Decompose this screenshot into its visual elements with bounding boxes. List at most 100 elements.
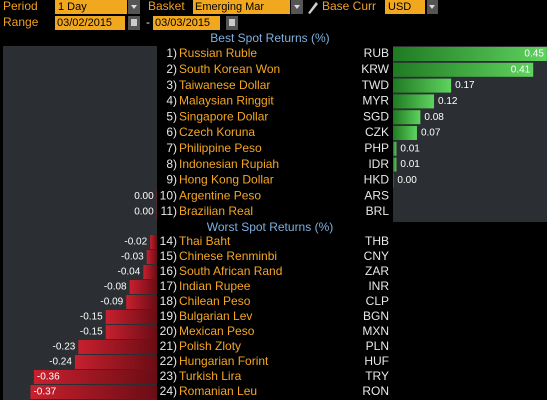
currency-name: Chinese Renminbi — [179, 249, 277, 263]
value-label: -0.08 — [104, 282, 127, 293]
currency-code: THB — [365, 234, 389, 248]
range-separator: - — [146, 15, 150, 29]
currency-name: South African Rand — [179, 264, 282, 278]
currency-code: IDR — [368, 157, 389, 171]
basket-label: Basket — [148, 0, 185, 13]
currency-code: HKD — [364, 173, 390, 187]
value-label: -0.04 — [118, 267, 141, 278]
currency-code: RUB — [364, 46, 389, 60]
value-label: -0.02 — [124, 237, 147, 248]
range-start[interactable]: 03/02/2015 — [57, 17, 112, 29]
value-label: 0.45 — [524, 49, 544, 60]
rank: 15) — [160, 249, 177, 263]
bar — [143, 265, 157, 279]
currency-name: Romanian Leu — [179, 384, 257, 398]
bar — [105, 325, 157, 339]
currency-name: Polish Zloty — [179, 339, 241, 353]
rank: 20) — [160, 324, 177, 338]
range-end-input[interactable] — [153, 16, 220, 30]
rank: 4) — [166, 94, 177, 108]
rank: 23) — [160, 369, 177, 383]
worst-heading: Worst Spot Returns (%) — [207, 220, 333, 234]
rank: 22) — [160, 354, 177, 368]
value-label: 0.00 — [134, 191, 154, 202]
range-end[interactable]: 03/03/2015 — [155, 17, 210, 29]
currency-name: South Korean Won — [179, 62, 280, 76]
value-label: 0.00 — [397, 175, 417, 186]
bar — [393, 141, 397, 156]
currency-code: CLP — [366, 294, 389, 308]
rank: 2) — [166, 62, 177, 76]
rank: 5) — [166, 109, 177, 123]
currency-name: Philippine Peso — [179, 141, 262, 155]
value-label: -0.36 — [37, 372, 60, 383]
rank: 7) — [166, 141, 177, 155]
currency-name: Turkish Lira — [179, 369, 242, 383]
rank: 8) — [166, 157, 177, 171]
value-label: 0.00 — [134, 207, 154, 218]
currency-code: BGN — [363, 309, 389, 323]
edit-icon[interactable] — [308, 2, 318, 14]
bar — [393, 94, 435, 109]
bar — [393, 126, 417, 140]
rank: 9) — [166, 173, 177, 187]
rank: 18) — [160, 294, 177, 308]
calendar-icon — [229, 19, 235, 26]
value-label: 0.17 — [455, 80, 475, 91]
currency-name: Taiwanese Dollar — [179, 78, 270, 92]
bar — [105, 310, 157, 324]
value-label: -0.03 — [121, 252, 144, 263]
basket-value[interactable]: Emerging Mar — [195, 1, 264, 13]
rank: 10) — [160, 188, 177, 202]
value-label: -0.37 — [33, 387, 56, 398]
currency-name: Singapore Dollar — [179, 109, 268, 123]
value-label: 0.08 — [424, 112, 444, 123]
value-label: -0.15 — [80, 327, 103, 338]
bar — [146, 250, 157, 264]
value-label: -0.09 — [100, 297, 123, 308]
bar — [393, 62, 534, 77]
bar — [74, 355, 157, 369]
currency-code: ZAR — [365, 264, 389, 278]
currency-code: KRW — [361, 62, 389, 76]
rank: 1) — [166, 46, 177, 60]
period-label: Period — [3, 0, 38, 13]
rank: 14) — [160, 234, 177, 248]
currency-name: Russian Ruble — [179, 46, 257, 60]
currency-name: Indian Rupee — [179, 279, 251, 293]
rank: 3) — [166, 78, 177, 92]
currency-code: TRY — [365, 369, 389, 383]
currency-code: TWD — [362, 78, 390, 92]
rank: 24) — [160, 384, 177, 398]
base-curr-value[interactable]: USD — [388, 1, 411, 13]
rank: 17) — [160, 279, 177, 293]
bar — [393, 78, 452, 93]
bar — [129, 280, 157, 294]
calendar-icon — [131, 19, 137, 26]
period-input[interactable] — [55, 0, 127, 14]
range-start-input[interactable] — [55, 16, 125, 30]
value-label: 0.01 — [400, 159, 420, 170]
rank: 19) — [160, 309, 177, 323]
bar — [78, 340, 157, 354]
dropdown-arrow — [294, 5, 300, 9]
currency-name: Bulgarian Lev — [179, 309, 252, 323]
bar — [150, 235, 157, 249]
currency-name: Hong Kong Dollar — [179, 173, 274, 187]
currency-code: MYR — [362, 94, 389, 108]
bar — [393, 157, 397, 172]
currency-name: Hungarian Forint — [179, 354, 269, 368]
dropdown-arrow — [131, 5, 137, 9]
currency-code: SGD — [363, 109, 389, 123]
period-value[interactable]: 1 Day — [58, 1, 87, 13]
currency-code: CNY — [364, 249, 389, 263]
currency-code: ARS — [364, 188, 389, 202]
bar — [33, 370, 157, 384]
currency-code: PHP — [364, 141, 389, 155]
value-label: 0.07 — [421, 128, 441, 139]
value-label: -0.24 — [49, 357, 72, 368]
basket-input[interactable] — [193, 0, 290, 14]
base-curr-input[interactable] — [385, 0, 425, 14]
best-heading: Best Spot Returns (%) — [210, 31, 329, 45]
